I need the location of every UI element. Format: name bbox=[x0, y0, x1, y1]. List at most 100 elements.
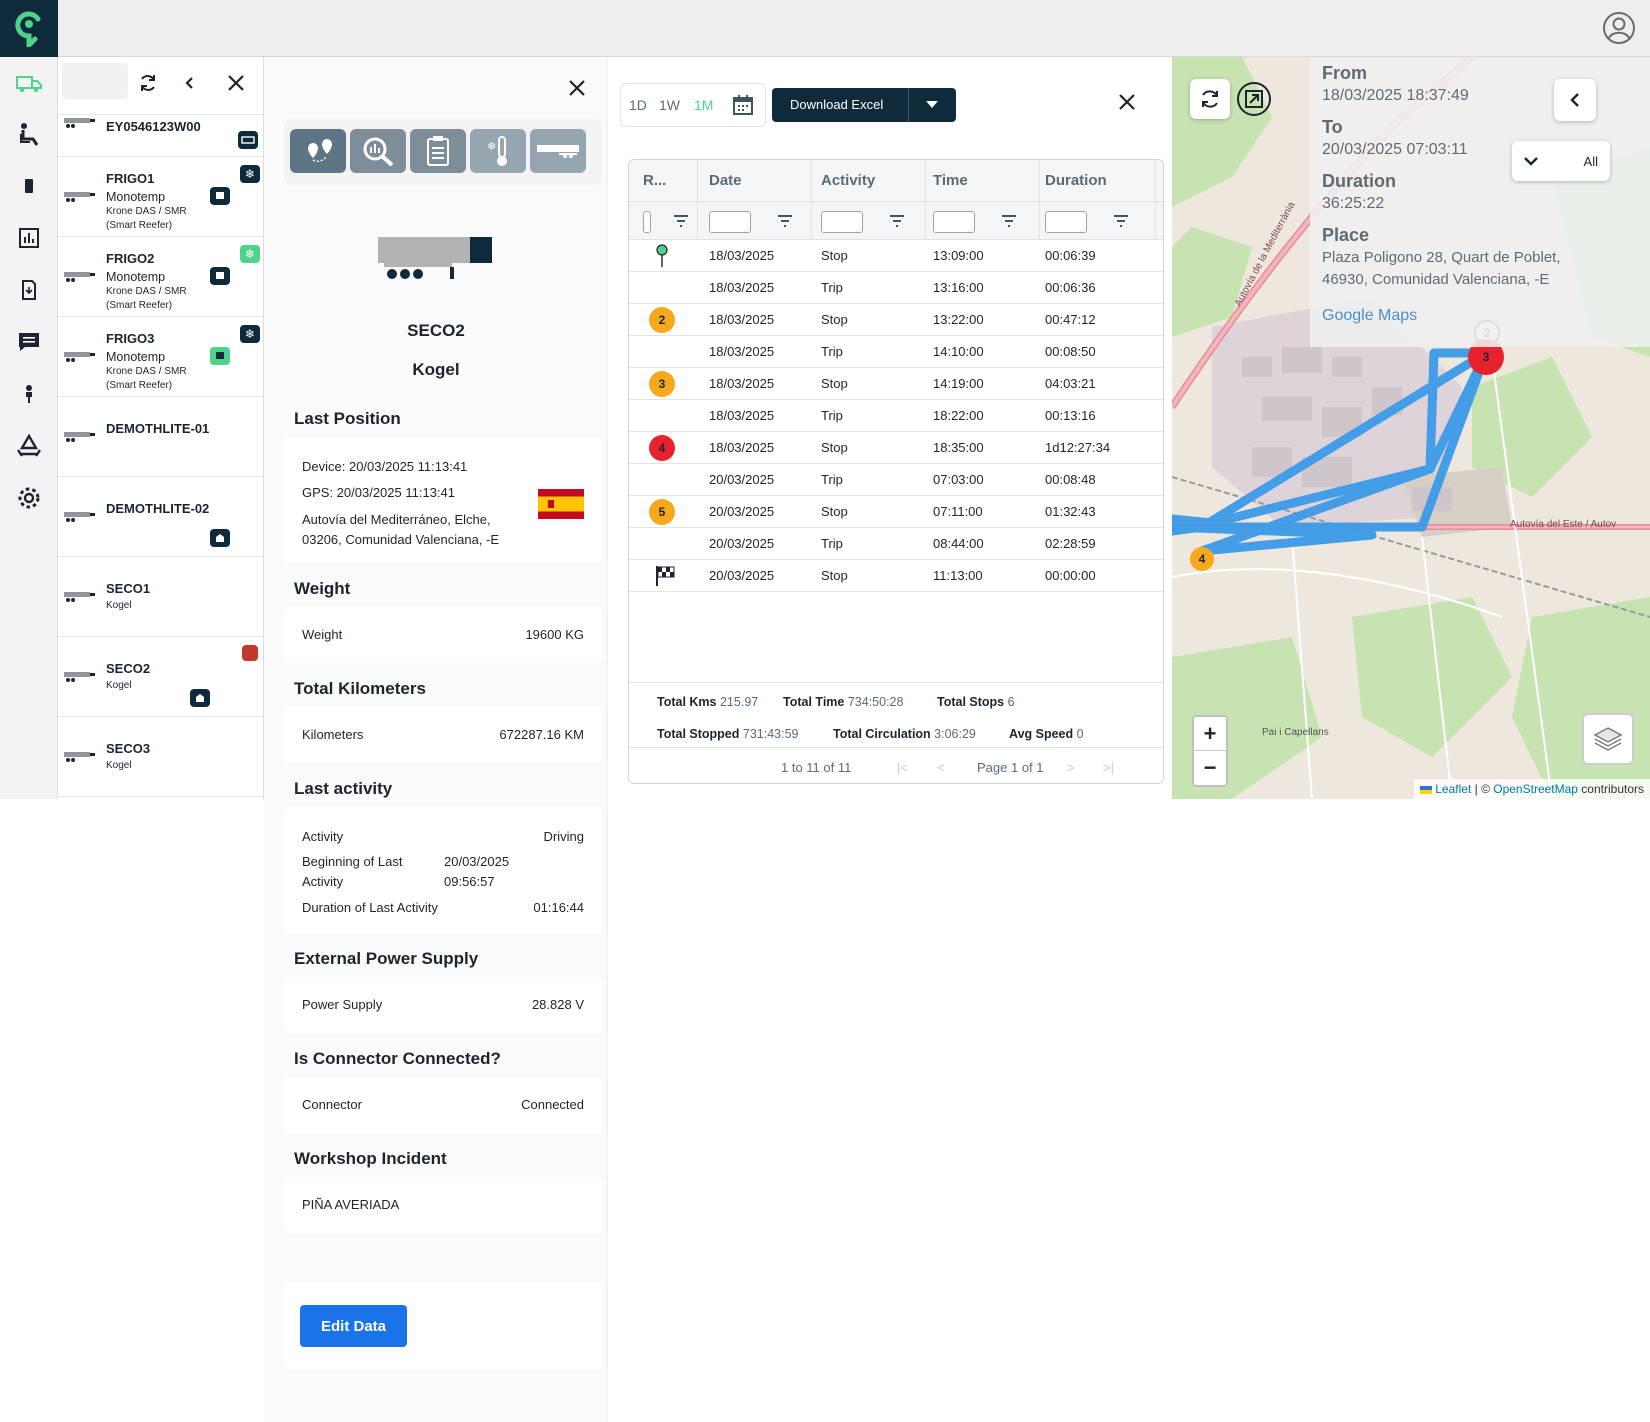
vehicle-row[interactable]: EY0546123W00 bbox=[58, 115, 263, 157]
message-icon[interactable] bbox=[14, 327, 44, 357]
calendar-icon[interactable] bbox=[733, 95, 753, 115]
table-row[interactable]: 18/03/2025 Trip 13:16:00 00:06:36 bbox=[629, 272, 1163, 304]
expand-map-icon[interactable] bbox=[1236, 81, 1272, 117]
section-title: Last activity bbox=[294, 779, 393, 798]
leaflet-link[interactable]: Leaflet bbox=[1435, 782, 1472, 796]
trailer-icon bbox=[64, 432, 95, 442]
first-page-icon[interactable]: |< bbox=[897, 760, 908, 775]
driver-seat-icon[interactable] bbox=[14, 119, 44, 149]
column-header[interactable]: R... bbox=[643, 172, 667, 189]
edit-data-button[interactable]: Edit Data bbox=[300, 1305, 407, 1347]
vehicle-name: EY0546123W00 bbox=[106, 119, 201, 134]
column-header[interactable]: Date bbox=[709, 172, 742, 189]
vehicle-search-input[interactable] bbox=[62, 63, 128, 99]
fleet-logo[interactable] bbox=[0, 0, 58, 57]
zoom-out-button[interactable]: − bbox=[1203, 755, 1217, 780]
kilometers-value: 672287.16 KM bbox=[499, 727, 584, 742]
column-header[interactable]: Activity bbox=[821, 172, 876, 189]
filter-icon[interactable] bbox=[889, 214, 905, 228]
vehicle-name: FRIGO1 bbox=[106, 171, 155, 186]
filter-input[interactable] bbox=[821, 211, 863, 233]
table-row[interactable]: 20/03/2025 Trip 08:44:00 02:28:59 bbox=[629, 528, 1163, 560]
close-icon[interactable] bbox=[224, 71, 248, 95]
period-1d[interactable]: 1D bbox=[629, 97, 647, 113]
tab-temperature[interactable]: ❄ bbox=[470, 129, 526, 173]
caret-down-icon[interactable] bbox=[926, 101, 938, 109]
filter-input[interactable] bbox=[933, 211, 975, 233]
layers-icon[interactable] bbox=[1582, 713, 1634, 765]
next-page-icon[interactable]: > bbox=[1067, 760, 1075, 775]
vehicle-row[interactable]: DEMOTHLITE-02 bbox=[58, 477, 263, 557]
total-circulation: Total Circulation 3:06:29 bbox=[833, 727, 976, 741]
filter-icon[interactable] bbox=[1001, 214, 1017, 228]
osm-link[interactable]: OpenStreetMap bbox=[1493, 782, 1578, 796]
vehicle-row[interactable]: FRIGO1 Monotemp Krone DAS / SMR (Smart R… bbox=[58, 157, 263, 237]
filter-icon[interactable] bbox=[777, 214, 793, 228]
table-row[interactable]: 20/03/2025 Trip 07:03:00 00:08:48 bbox=[629, 464, 1163, 496]
from-label: From bbox=[1322, 63, 1367, 83]
prev-page-icon[interactable]: < bbox=[937, 760, 945, 775]
avg-speed: Avg Speed 0 bbox=[1009, 727, 1084, 741]
table-row[interactable]: 2 18/03/2025 Stop 13:22:00 00:47:12 bbox=[629, 304, 1163, 336]
filter-icon[interactable] bbox=[673, 214, 689, 228]
vehicle-row[interactable]: SECO2 Kogel bbox=[58, 637, 263, 717]
column-header[interactable]: Duration bbox=[1045, 172, 1107, 189]
row-duration: 00:06:36 bbox=[1045, 280, 1096, 295]
download-excel-button[interactable]: Download Excel bbox=[772, 88, 956, 122]
table-row[interactable]: 18/03/2025 Trip 14:10:00 00:08:50 bbox=[629, 336, 1163, 368]
filter-input[interactable] bbox=[643, 211, 651, 233]
place-label: Pai i Capellans bbox=[1262, 727, 1329, 738]
table-row[interactable]: 4 18/03/2025 Stop 18:35:00 1d12:27:34 bbox=[629, 432, 1163, 464]
row-date: 18/03/2025 bbox=[709, 280, 775, 295]
person-icon[interactable] bbox=[14, 379, 44, 409]
zoom-in-button[interactable]: + bbox=[1194, 717, 1226, 751]
route-map[interactable]: Autovía de la Mediterrània Autovía del E… bbox=[1172, 57, 1650, 799]
trailer-icon bbox=[64, 192, 95, 202]
last-page-icon[interactable]: >| bbox=[1103, 760, 1114, 775]
refresh-icon[interactable] bbox=[136, 71, 160, 95]
report-chart-icon[interactable] bbox=[14, 223, 44, 253]
table-row[interactable]: 18/03/2025 Trip 18:22:00 00:13:16 bbox=[629, 400, 1163, 432]
row-activity: Trip bbox=[821, 472, 843, 487]
tab-route-map[interactable] bbox=[290, 129, 346, 173]
stop-filter-select[interactable]: All bbox=[1512, 141, 1610, 181]
chevron-left-icon[interactable] bbox=[1554, 79, 1596, 121]
row-activity: Stop bbox=[821, 504, 848, 519]
filter-input[interactable] bbox=[709, 211, 751, 233]
period-1w[interactable]: 1W bbox=[659, 97, 680, 113]
row-time: 13:09:00 bbox=[933, 248, 984, 263]
vehicle-description: Krone DAS / SMR (Smart Reefer) bbox=[106, 206, 187, 231]
user-circle-icon[interactable] bbox=[1602, 11, 1636, 45]
trailer-icon bbox=[64, 352, 95, 362]
google-maps-link[interactable]: Google Maps bbox=[1322, 307, 1418, 324]
vehicle-row[interactable]: FRIGO3 Monotemp Krone DAS / SMR (Smart R… bbox=[58, 317, 263, 397]
vehicle-row[interactable]: FRIGO2 Monotemp Krone DAS / SMR (Smart R… bbox=[58, 237, 263, 317]
document-icon[interactable] bbox=[14, 275, 44, 305]
duration-label: Duration of Last Activity bbox=[302, 900, 438, 915]
vehicle-row[interactable]: DEMOTHLITE-01 bbox=[58, 397, 263, 477]
tab-trailer[interactable] bbox=[530, 129, 586, 173]
device-icon[interactable] bbox=[14, 171, 44, 201]
table-row[interactable]: 5 20/03/2025 Stop 07:11:00 01:32:43 bbox=[629, 496, 1163, 528]
gear-icon[interactable] bbox=[14, 483, 44, 513]
filter-input[interactable] bbox=[1045, 211, 1087, 233]
period-1m[interactable]: 1M bbox=[694, 97, 714, 113]
vehicle-row[interactable]: SECO1 Kogel bbox=[58, 557, 263, 637]
close-icon[interactable] bbox=[1116, 91, 1138, 113]
route-marker[interactable]: 4 bbox=[1190, 547, 1214, 571]
refresh-map-icon[interactable] bbox=[1190, 79, 1230, 119]
close-icon[interactable] bbox=[566, 77, 588, 99]
table-row[interactable]: 20/03/2025 Stop 11:13:00 00:00:00 bbox=[629, 560, 1163, 592]
column-header[interactable]: Time bbox=[933, 172, 968, 189]
truck-icon[interactable] bbox=[14, 69, 44, 99]
filter-icon[interactable] bbox=[1113, 214, 1129, 228]
vehicle-row[interactable]: SECO3 Kogel bbox=[58, 717, 263, 797]
map-pin-icon bbox=[308, 139, 332, 163]
table-row[interactable]: 18/03/2025 Stop 13:09:00 00:06:39 bbox=[629, 240, 1163, 272]
table-row[interactable]: 3 18/03/2025 Stop 14:19:00 04:03:21 bbox=[629, 368, 1163, 400]
recycle-icon[interactable] bbox=[14, 431, 44, 461]
chevron-left-icon[interactable] bbox=[178, 71, 202, 95]
warning-badge bbox=[242, 645, 258, 661]
tab-clipboard[interactable] bbox=[410, 129, 466, 173]
tab-analytics[interactable] bbox=[350, 129, 406, 173]
